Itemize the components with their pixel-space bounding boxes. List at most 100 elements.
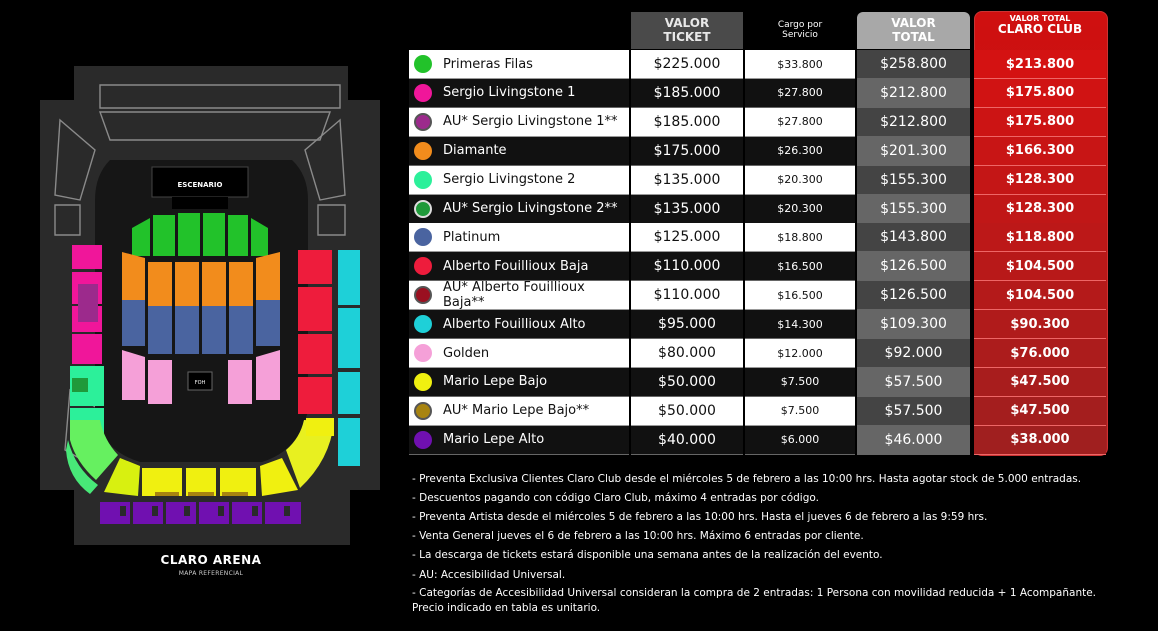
cargo-servicio: $7.500	[745, 367, 855, 397]
table-row[interactable]: Mario Lepe Alto $40.000 $6.000 $46.000 $…	[409, 425, 1106, 455]
section-golden[interactable]	[122, 350, 280, 404]
section-au-sergio-livingstone-1[interactable]	[78, 284, 98, 322]
category-name: Golden	[443, 345, 490, 361]
header-cargo-servicio: Cargo por Servicio	[745, 12, 855, 49]
cargo-servicio: $7.500	[745, 396, 855, 426]
cargo-servicio: $20.300	[745, 194, 855, 224]
foh-box	[187, 371, 213, 391]
valor-total: $212.800	[857, 78, 970, 108]
section-diamante[interactable]	[122, 252, 280, 306]
valor-ticket: $185.000	[631, 107, 743, 137]
table-row[interactable]: Mario Lepe Bajo $50.000 $7.500 $57.500 $…	[409, 367, 1106, 397]
cargo-servicio: $16.500	[745, 281, 855, 311]
valor-total: $57.500	[857, 367, 970, 397]
category-color-icon	[414, 83, 432, 102]
table-row[interactable]: Sergio Livingstone 1 $185.000 $27.800 $2…	[409, 78, 1106, 108]
row-category-cell: AU* Sergio Livingstone 1**	[409, 107, 629, 137]
valor-ticket: $185.000	[631, 78, 743, 108]
note-item: - Preventa Artista desde el miércoles 5 …	[412, 511, 988, 523]
valor-claro-club: $166.300	[974, 136, 1106, 166]
row-category-cell: Golden	[409, 339, 629, 368]
section-platinum[interactable]	[122, 300, 280, 354]
section-au-sergio-livingstone-2[interactable]	[72, 378, 88, 392]
table-row[interactable]: Alberto Fouillioux Alto $95.000 $14.300 …	[409, 310, 1106, 340]
venue-map-note: MAPA REFERENCIAL	[178, 570, 244, 577]
valor-claro-club: $128.300	[974, 194, 1106, 224]
venue-map-drawing: ESCENARIO	[40, 66, 380, 545]
table-row[interactable]: Primeras Filas $225.000 $33.800 $258.800…	[409, 50, 1106, 79]
note-item: - AU: Accesibilidad Universal.	[412, 569, 566, 581]
table-row[interactable]: Alberto Fouillioux Baja $110.000 $16.500…	[409, 252, 1106, 282]
valor-claro-club: $104.500	[974, 281, 1106, 311]
row-category-cell: Sergio Livingstone 2	[409, 165, 629, 195]
foh-label: FOH	[195, 380, 206, 386]
category-name: AU* Sergio Livingstone 2**	[443, 201, 618, 216]
row-category-cell: Platinum	[409, 223, 629, 253]
category-name: AU* Mario Lepe Bajo**	[443, 403, 590, 419]
valor-ticket: $110.000	[631, 281, 743, 311]
valor-claro-club: $213.800	[974, 50, 1106, 79]
table-row[interactable]: Sergio Livingstone 2 $135.000 $20.300 $1…	[409, 165, 1106, 195]
note-item: - Descuentos pagando con código Claro Cl…	[412, 492, 819, 504]
category-color-icon	[414, 112, 432, 131]
cargo-servicio: $14.300	[745, 310, 855, 340]
row-category-cell: Alberto Fouillioux Baja	[409, 252, 629, 282]
category-name: Mario Lepe Alto	[443, 432, 545, 448]
row-category-cell: Mario Lepe Bajo	[409, 367, 629, 397]
valor-ticket: $95.000	[631, 310, 743, 340]
section-alberto-fouillioux-baja[interactable]	[298, 250, 332, 414]
table-row[interactable]: Platinum $125.000 $18.800 $143.800 $118.…	[409, 223, 1106, 253]
valor-claro-club: $104.500	[974, 252, 1106, 282]
section-au-mario-lepe-bajo[interactable]	[155, 492, 248, 496]
row-category-cell: AU* Sergio Livingstone 2**	[409, 194, 629, 224]
header-valor-total: VALOR TOTAL	[857, 12, 970, 49]
header-valor-total-line1: VALOR	[891, 16, 936, 31]
section-mario-lepe-alto-gaps	[120, 506, 290, 516]
cargo-servicio: $6.000	[745, 425, 855, 455]
valor-total: $109.300	[857, 310, 970, 340]
category-name: Platinum	[443, 229, 501, 245]
header-cargo-line1: Cargo por	[777, 19, 823, 30]
category-color-icon	[414, 170, 432, 189]
stage-runway	[172, 197, 228, 209]
valor-total: $57.500	[857, 396, 970, 426]
header-valor-total-claro-club: VALOR TOTAL CLARO CLUB	[974, 14, 1106, 37]
table-row[interactable]: AU* Mario Lepe Bajo** $50.000 $7.500 $57…	[409, 396, 1106, 426]
valor-total: $201.300	[857, 136, 970, 166]
table-row[interactable]: AU* Sergio Livingstone 1** $185.000 $27.…	[409, 107, 1106, 137]
table-row[interactable]: Diamante $175.000 $26.300 $201.300 $166.…	[409, 136, 1106, 166]
header-valor-ticket-line1: VALOR	[664, 16, 710, 31]
valor-claro-club: $175.800	[974, 107, 1106, 137]
table-row[interactable]: AU* Sergio Livingstone 2** $135.000 $20.…	[409, 194, 1106, 224]
valor-ticket: $50.000	[631, 367, 743, 397]
valor-ticket: $225.000	[631, 50, 743, 79]
row-category-cell: Primeras Filas	[409, 50, 629, 79]
row-category-cell: Sergio Livingstone 1	[409, 78, 629, 108]
cargo-servicio: $20.300	[745, 165, 855, 195]
category-color-icon	[414, 286, 432, 305]
category-name: AU* Sergio Livingstone 1**	[443, 114, 618, 130]
cargo-servicio: $18.800	[745, 223, 855, 253]
table-row[interactable]: Golden $80.000 $12.000 $92.000 $76.000	[409, 339, 1106, 368]
cargo-servicio: $33.800	[745, 50, 855, 79]
header-valor-ticket: VALOR TICKET	[631, 12, 743, 49]
category-name: Diamante	[443, 143, 507, 159]
cargo-servicio: $16.500	[745, 252, 855, 282]
note-item: - La descarga de tickets estará disponib…	[412, 549, 883, 561]
note-item: - Categorías de Accesibilidad Universal …	[412, 587, 1097, 615]
valor-ticket: $135.000	[631, 165, 743, 195]
category-color-icon	[414, 372, 432, 391]
section-alberto-fouillioux-alto[interactable]	[338, 250, 360, 466]
category-name: Alberto Fouillioux Baja	[443, 258, 589, 274]
section-lower-ring[interactable]	[66, 418, 334, 496]
valor-ticket: $125.000	[631, 223, 743, 253]
section-primeras-filas[interactable]	[132, 213, 268, 256]
valor-ticket: $50.000	[631, 396, 743, 426]
header-valor-ticket-line2: TICKET	[663, 29, 711, 44]
valor-ticket: $135.000	[631, 194, 743, 224]
table-row[interactable]: AU* Alberto Fouillioux Baja** $110.000 $…	[409, 280, 1106, 311]
category-color-icon	[414, 141, 432, 160]
valor-total: $46.000	[857, 425, 970, 455]
valor-claro-club: $118.800	[974, 223, 1106, 253]
cargo-servicio: $26.300	[745, 136, 855, 166]
